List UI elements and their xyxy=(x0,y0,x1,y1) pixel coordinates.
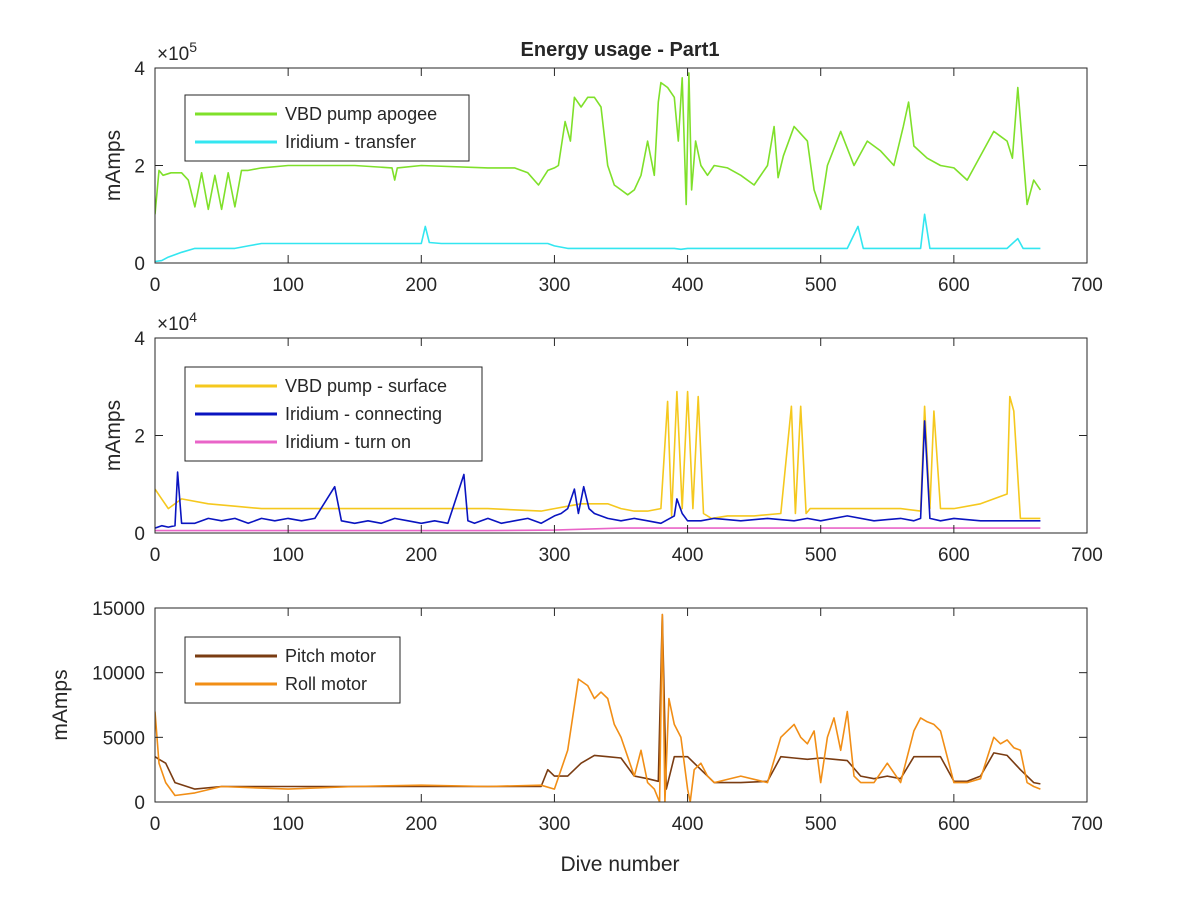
x-axis-label: Dive number xyxy=(560,853,679,876)
x-tick-label: 300 xyxy=(539,814,571,835)
y-tick-label: 0 xyxy=(134,524,145,545)
legend-entry: VBD pump - surface xyxy=(285,376,447,396)
series-line-1-2 xyxy=(155,213,1041,263)
x-tick-label: 300 xyxy=(539,275,571,296)
x-tick-label: 700 xyxy=(1071,275,1103,296)
x-tick-label: 200 xyxy=(405,275,437,296)
x-tick-label: 100 xyxy=(272,275,304,296)
subplot-1: 0 100 200 300 400 500 600 700 0 2 4 ×105 mAmps VBD pu… xyxy=(102,39,1103,296)
x-tick-label: 600 xyxy=(938,814,970,835)
series-group xyxy=(155,72,1042,263)
legend-entry: Iridium - transfer xyxy=(285,132,416,152)
legend-box xyxy=(184,636,401,704)
x-tick-label: 200 xyxy=(405,814,437,835)
x-tick-label: 100 xyxy=(272,814,304,835)
legend-entry: Pitch motor xyxy=(285,646,376,666)
y-exponent-label: ×104 xyxy=(157,309,197,335)
legend: Pitch motor Roll motor xyxy=(184,636,401,704)
x-tick-label: 500 xyxy=(805,545,837,566)
x-tick-label: 0 xyxy=(150,545,161,566)
legend-box xyxy=(184,94,470,162)
series-line-2-3 xyxy=(155,527,1041,532)
legend: VBD pump apogee Iridium - transfer xyxy=(184,94,470,162)
legend-entry: Iridium - turn on xyxy=(285,432,411,452)
x-tick-label: 300 xyxy=(539,545,571,566)
x-tick-label: 700 xyxy=(1071,814,1103,835)
y-tick-label: 2 xyxy=(134,427,145,448)
y-tick-label: 15000 xyxy=(92,599,145,620)
legend-entry: VBD pump apogee xyxy=(285,104,437,124)
subplot-3: 0 100 200 300 400 500 600 700 0 5000 10000 15000 mAm… xyxy=(49,599,1103,835)
series-line-3-2 xyxy=(155,613,1041,802)
x-tick-label: 0 xyxy=(150,275,161,296)
subplot-2: 0 100 200 300 400 500 600 700 0 2 4 ×104 mAmps VBD pu… xyxy=(102,309,1103,566)
series-group xyxy=(155,390,1041,532)
x-tick-label: 400 xyxy=(672,814,704,835)
series-line-3-1 xyxy=(155,613,1041,790)
x-tick-label: 400 xyxy=(672,275,704,296)
y-axis-label: mAmps xyxy=(49,669,72,740)
series-line-2-2 xyxy=(155,420,1041,529)
series-line-2-1 xyxy=(155,390,1041,520)
y-tick-label: 2 xyxy=(134,157,145,178)
y-tick-label: 4 xyxy=(134,329,145,350)
y-tick-label: 0 xyxy=(134,793,145,814)
x-tick-label: 400 xyxy=(672,545,704,566)
x-tick-label: 600 xyxy=(938,275,970,296)
chart-title: Energy usage - Part1 xyxy=(521,39,720,61)
x-tick-label: 200 xyxy=(405,545,437,566)
x-tick-label: 700 xyxy=(1071,545,1103,566)
legend-entry: Roll motor xyxy=(285,674,367,694)
x-tick-label: 0 xyxy=(150,814,161,835)
y-exponent-label: ×105 xyxy=(157,39,197,65)
y-tick-label: 10000 xyxy=(92,664,145,685)
x-tick-label: 100 xyxy=(272,545,304,566)
y-tick-label: 0 xyxy=(134,254,145,275)
legend-entry: Iridium - connecting xyxy=(285,404,442,424)
y-tick-label: 4 xyxy=(134,59,145,80)
x-tick-label: 500 xyxy=(805,814,837,835)
legend: VBD pump - surface Iridium - connecting Ir… xyxy=(184,366,483,462)
x-tick-label: 600 xyxy=(938,545,970,566)
y-axis-label: mAmps xyxy=(102,400,125,471)
axes-box xyxy=(154,607,1088,803)
series-line-1-1 xyxy=(155,72,1042,215)
x-tick-label: 500 xyxy=(805,275,837,296)
y-tick-label: 5000 xyxy=(103,728,145,749)
series-group xyxy=(155,613,1041,802)
y-axis-label: mAmps xyxy=(102,130,125,201)
